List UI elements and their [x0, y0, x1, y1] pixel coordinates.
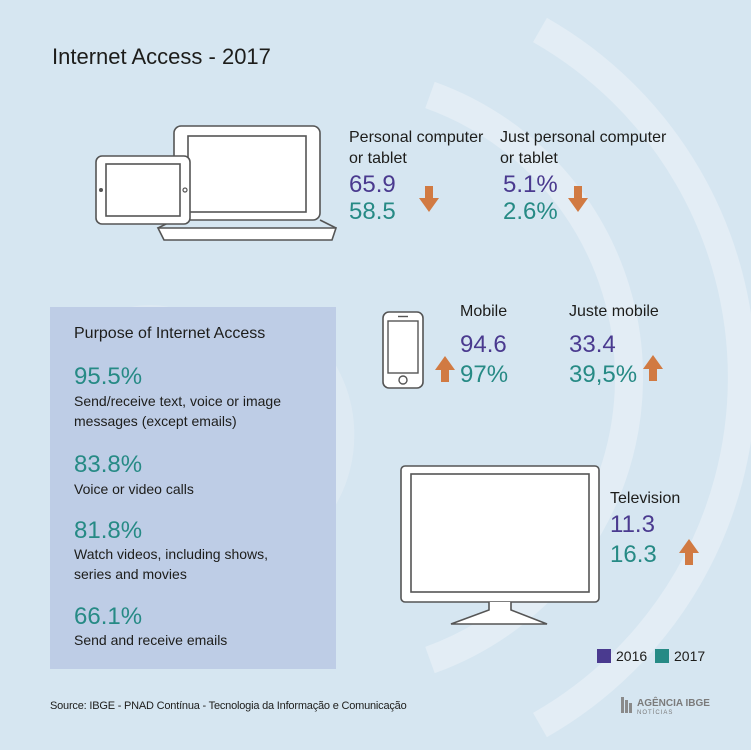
legend-swatch-2016 — [597, 649, 611, 663]
purpose-value-emails: 66.1% — [74, 603, 143, 630]
mobile-label: Mobile — [460, 303, 508, 320]
arrow-up-icon — [679, 539, 699, 565]
purpose-desc-emails: Send and receive emails — [74, 632, 228, 648]
purpose-desc-messages-line1: Send/receive text, voice or image — [74, 393, 281, 409]
purpose-heading: Purpose of Internet Access — [74, 325, 266, 342]
laptop-tablet-icon — [95, 125, 337, 241]
purpose-value-calls: 83.8% — [74, 451, 143, 478]
source-note: Source: IBGE - PNAD Contínua - Tecnologi… — [50, 700, 407, 712]
agency-logo-name: AGÊNCIA IBGE — [637, 698, 710, 709]
pc-value-2016: 65.9 — [349, 171, 396, 198]
purpose-desc-videos-line2: series and movies — [74, 566, 187, 582]
television-icon — [400, 465, 600, 625]
just-pc-label-line1: Just personal computer — [500, 129, 667, 146]
purpose-value-videos: 81.8% — [74, 517, 143, 544]
legend-label-2016: 2016 — [616, 648, 648, 664]
page-title: Internet Access - 2017 — [52, 44, 271, 69]
legend-label-2017: 2017 — [674, 648, 706, 664]
purpose-desc-videos-line1: Watch videos, including shows, — [74, 546, 269, 562]
just-pc-value-2016: 5.1% — [503, 171, 558, 198]
purpose-value-messages: 95.5% — [74, 363, 143, 390]
mobile-value-2017: 97% — [460, 361, 509, 388]
pc-label-line1: Personal computer — [349, 129, 484, 146]
arrow-up-icon — [435, 356, 455, 382]
arrow-down-icon — [568, 186, 588, 212]
purpose-desc-messages-line2: messages (except emails) — [74, 413, 237, 429]
purpose-desc-calls: Voice or video calls — [74, 481, 194, 497]
just-mobile-value-2016: 33.4 — [569, 331, 616, 358]
television-value-2017: 16.3 — [610, 541, 657, 568]
ibge-logo-icon — [621, 697, 632, 713]
pc-value-2017: 58.5 — [349, 198, 396, 225]
arrow-up-icon — [643, 355, 663, 381]
mobile-value-2016: 94.6 — [460, 331, 507, 358]
agency-logo-sub: NOTÍCIAS — [637, 710, 674, 716]
just-pc-value-2017: 2.6% — [503, 198, 558, 225]
television-label: Television — [610, 490, 681, 507]
just-mobile-value-2017: 39,5% — [569, 361, 638, 388]
television-value-2016: 11.3 — [610, 511, 655, 538]
pc-label-line2: or tablet — [349, 150, 407, 167]
smartphone-icon — [382, 311, 424, 389]
just-pc-label-line2: or tablet — [500, 150, 558, 167]
just-mobile-label: Juste mobile — [569, 303, 659, 320]
legend-swatch-2017 — [655, 649, 669, 663]
purpose-panel: Purpose of Internet Access 95.5% Send/re… — [50, 307, 336, 669]
arrow-down-icon — [419, 186, 439, 212]
